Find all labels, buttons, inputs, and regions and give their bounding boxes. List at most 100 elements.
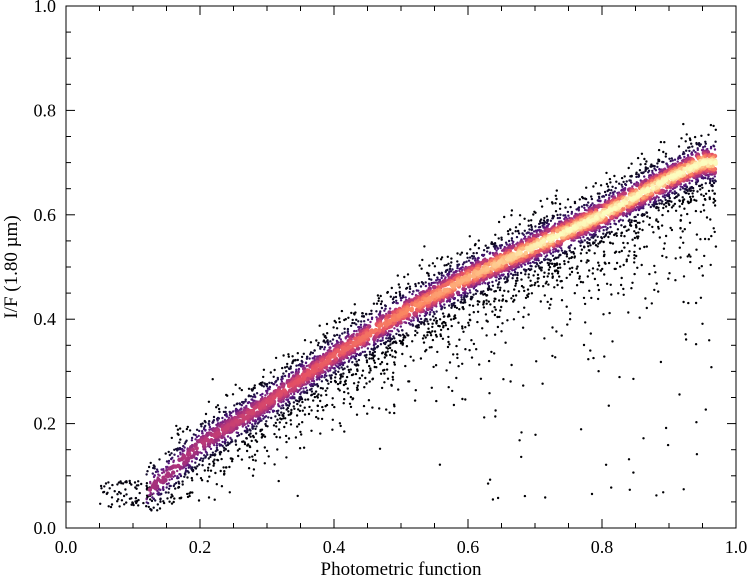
data-point bbox=[370, 347, 373, 351]
data-point bbox=[124, 488, 127, 491]
data-point bbox=[672, 204, 675, 207]
data-point bbox=[263, 462, 266, 465]
data-point bbox=[517, 310, 520, 314]
data-point bbox=[301, 366, 307, 371]
data-point bbox=[158, 474, 161, 477]
data-point bbox=[689, 255, 692, 258]
data-point bbox=[486, 482, 490, 485]
data-point bbox=[198, 429, 201, 433]
data-point bbox=[316, 409, 319, 413]
data-point bbox=[417, 289, 420, 292]
data-point bbox=[603, 253, 606, 256]
data-point bbox=[514, 284, 517, 287]
data-point bbox=[320, 417, 324, 421]
data-point bbox=[254, 432, 258, 435]
data-point bbox=[208, 475, 211, 478]
data-point bbox=[709, 123, 713, 127]
data-point bbox=[529, 279, 532, 282]
data-point bbox=[138, 491, 141, 495]
data-point bbox=[682, 275, 686, 278]
data-point bbox=[690, 142, 693, 145]
data-point bbox=[296, 358, 299, 362]
data-point bbox=[217, 417, 221, 420]
data-point bbox=[523, 494, 527, 498]
data-point bbox=[527, 273, 530, 276]
data-point bbox=[429, 318, 432, 321]
data-point bbox=[534, 211, 537, 214]
data-point bbox=[343, 327, 346, 330]
data-point bbox=[666, 199, 670, 203]
data-point bbox=[507, 290, 510, 293]
data-point bbox=[229, 441, 233, 444]
data-point bbox=[279, 417, 282, 420]
data-point bbox=[694, 181, 698, 184]
data-point bbox=[353, 303, 356, 306]
data-point bbox=[622, 191, 627, 196]
data-point bbox=[487, 286, 491, 290]
data-point bbox=[338, 422, 342, 425]
data-point bbox=[453, 301, 456, 305]
data-point bbox=[537, 259, 540, 262]
data-point bbox=[491, 242, 494, 246]
data-point bbox=[225, 425, 230, 431]
data-point bbox=[451, 389, 454, 393]
data-point bbox=[198, 451, 202, 454]
data-point bbox=[585, 261, 588, 264]
data-point bbox=[387, 330, 391, 333]
data-point bbox=[406, 334, 409, 337]
data-point bbox=[538, 266, 541, 269]
data-point bbox=[172, 460, 175, 464]
data-point bbox=[422, 283, 425, 286]
data-point bbox=[455, 344, 458, 348]
data-point bbox=[164, 452, 167, 455]
data-point bbox=[580, 205, 584, 208]
data-point bbox=[493, 297, 496, 300]
data-point bbox=[198, 458, 202, 462]
data-point bbox=[398, 294, 402, 297]
data-point bbox=[254, 422, 257, 425]
data-point bbox=[224, 438, 227, 441]
data-point bbox=[407, 380, 410, 383]
data-point bbox=[214, 471, 217, 475]
data-point bbox=[505, 243, 508, 246]
data-point bbox=[547, 283, 550, 286]
data-point bbox=[545, 254, 549, 257]
data-point bbox=[347, 368, 350, 372]
data-point bbox=[520, 246, 526, 251]
data-point bbox=[713, 148, 717, 151]
data-point bbox=[370, 353, 373, 356]
data-point bbox=[610, 486, 613, 489]
data-point bbox=[523, 217, 526, 220]
data-point bbox=[418, 300, 423, 306]
data-point bbox=[487, 285, 491, 288]
data-point bbox=[657, 290, 660, 293]
data-point bbox=[443, 315, 446, 318]
data-point bbox=[485, 266, 490, 271]
data-point bbox=[182, 455, 187, 460]
data-point bbox=[310, 429, 313, 432]
data-point bbox=[662, 150, 665, 154]
data-point bbox=[614, 186, 617, 190]
data-point bbox=[353, 329, 356, 333]
data-point bbox=[479, 377, 483, 380]
data-point bbox=[248, 445, 251, 448]
data-point bbox=[382, 321, 387, 326]
data-point bbox=[168, 478, 171, 481]
data-point bbox=[255, 425, 258, 428]
data-point bbox=[456, 252, 459, 255]
data-point bbox=[281, 404, 284, 407]
data-point bbox=[431, 325, 434, 329]
data-point bbox=[110, 503, 114, 506]
data-point bbox=[189, 491, 192, 494]
data-point bbox=[700, 183, 704, 186]
data-point bbox=[472, 342, 476, 346]
data-point bbox=[493, 352, 496, 355]
data-point bbox=[437, 324, 440, 328]
data-point bbox=[353, 363, 357, 366]
data-point bbox=[213, 443, 216, 447]
data-point bbox=[540, 205, 544, 208]
data-point bbox=[599, 200, 602, 203]
data-point bbox=[500, 305, 503, 309]
data-point bbox=[269, 398, 274, 403]
data-point bbox=[620, 234, 623, 237]
